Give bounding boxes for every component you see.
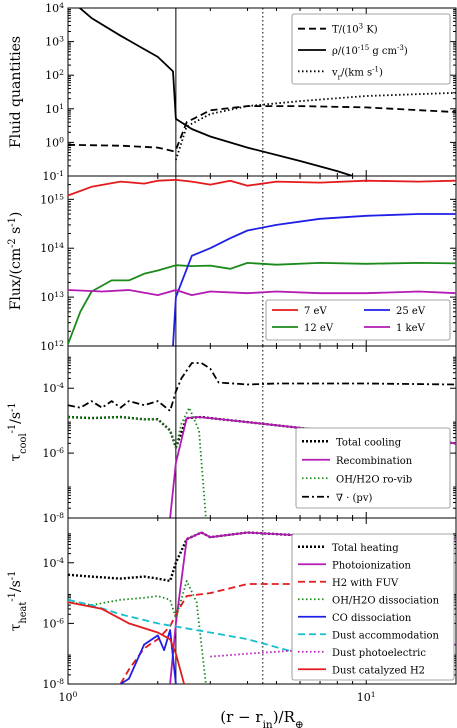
- series-line-1: [68, 105, 456, 153]
- legend-label: Dust accommodation: [332, 630, 440, 641]
- series-line-4: [68, 580, 207, 684]
- panel-frame: [67, 517, 457, 685]
- series-line-8: [68, 601, 185, 684]
- series-line-1: [68, 178, 456, 197]
- y-tick-label: 104: [45, 1, 64, 16]
- series-line-4: [68, 289, 456, 297]
- panel-1: 10-1 100 101 102 103 104 Fluid quantities T/(10…: [8, 1, 457, 184]
- y-tick-label: 10-4: [43, 555, 65, 570]
- y-tick-label: 103: [45, 34, 64, 49]
- legend-label: Total heating: [332, 543, 399, 554]
- y-tick-label: 1013: [40, 290, 64, 305]
- y-tick-label: 10-8: [43, 677, 65, 692]
- y-tick-label: 10-4: [43, 381, 65, 396]
- legend-label: 25 eV: [396, 306, 426, 317]
- legend-label: 1 keV: [396, 323, 426, 334]
- legend-box: [291, 533, 455, 681]
- series-line-4: [68, 362, 456, 412]
- series-line-2: [78, 8, 353, 176]
- y-tick-label: 10-1: [43, 169, 65, 184]
- legend-label: ∇ · (pv): [336, 493, 372, 504]
- series-line-3: [175, 91, 456, 161]
- legend-box: [295, 427, 451, 509]
- legend-label: 12 eV: [304, 323, 334, 334]
- legend-label: Total cooling: [336, 437, 402, 448]
- legend-label: Photoionization: [332, 560, 412, 571]
- y-tick-label: 1014: [40, 241, 64, 256]
- legend-label: OH/H2O ro-vib: [336, 474, 412, 485]
- x-tick-label: 101: [357, 690, 376, 705]
- x-tick-label: 100: [59, 690, 78, 705]
- y-tick-label: 100: [45, 135, 64, 150]
- legend-label: T/(103 K): [332, 23, 378, 36]
- y-tick-label: 101: [45, 101, 64, 116]
- legend-box: [265, 299, 451, 341]
- y-axis-label: Flux/(cm-2 s-1): [7, 212, 25, 311]
- legend-label: 7 eV: [304, 306, 327, 317]
- legend-label: H2 with FUV: [332, 578, 399, 589]
- y-tick-label: 1015: [40, 192, 64, 207]
- legend-label: Dust catalyzed H2: [332, 665, 425, 676]
- series-line-5: [120, 629, 177, 684]
- legend-label: OH/H2O dissociation: [332, 595, 440, 606]
- series-line-7: [210, 643, 456, 658]
- y-tick-label: 10-6: [43, 616, 65, 631]
- series-line-2: [68, 261, 456, 345]
- y-tick-label: 10-6: [43, 446, 65, 461]
- y-tick-label: 1012: [40, 339, 64, 354]
- legend-label: CO dissociation: [332, 613, 412, 624]
- legend-label: Recombination: [336, 456, 413, 467]
- panel-4: 10-8 10-6 10-4 τheat-1/s-1 Total heating Phot…: [7, 517, 457, 728]
- legend-label: ρ/(10-15 g cm-3): [332, 44, 408, 57]
- y-axis-label: τheat-1/s-1: [7, 571, 29, 632]
- series-line-1: [68, 531, 456, 583]
- legend-label: Dust photoelectric: [332, 648, 426, 659]
- y-axis-label: Fluid quantities: [8, 36, 24, 148]
- y-tick-label: 10-8: [43, 511, 65, 526]
- y-tick-label: 102: [45, 68, 64, 83]
- legend-box: [291, 13, 451, 85]
- panel-2: 1012 1013 1014 1015 Flux/(cm-2 s-1) 7 eV 12 eV…: [7, 175, 457, 354]
- y-axis-label: τcool-1/s-1: [7, 402, 29, 461]
- series-line-3: [172, 213, 456, 346]
- legend-label: vr/(km s-1): [331, 65, 383, 81]
- panel-3: 10-8 10-6 10-4 τcool-1/s-1 Total cooling Reco…: [7, 345, 457, 526]
- x-axis-label: (r − rin)/R⊕: [220, 708, 303, 728]
